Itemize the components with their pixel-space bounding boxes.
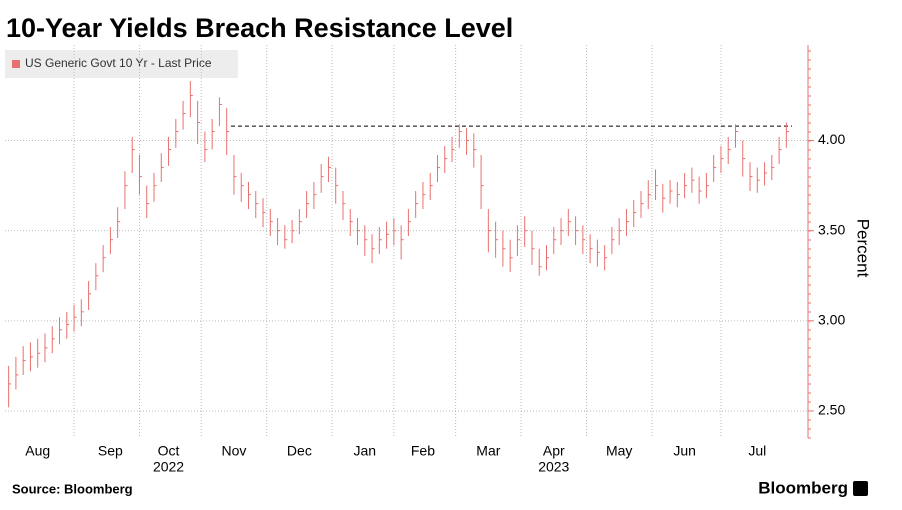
legend-label: US Generic Govt 10 Yr - Last Price	[25, 56, 212, 70]
y-tick-label: 3.00	[818, 312, 845, 328]
x-year-label: 2022	[153, 459, 184, 475]
x-tick-label: Jun	[673, 443, 696, 459]
y-tick-label: 4.00	[818, 131, 845, 147]
y-tick-label: 2.50	[818, 402, 845, 418]
x-tick-label: Feb	[411, 443, 435, 459]
legend-box	[5, 50, 238, 78]
x-tick-label: Aug	[25, 443, 50, 459]
x-year-label: 2023	[538, 459, 569, 475]
x-tick-label: Mar	[476, 443, 500, 459]
x-tick-label: May	[606, 443, 632, 459]
y-tick-label: 3.50	[818, 221, 845, 237]
x-tick-label: Nov	[222, 443, 247, 459]
x-tick-label: Jan	[354, 443, 377, 459]
brand: Bloomberg	[758, 478, 848, 497]
y-axis-title: Percent	[854, 219, 873, 278]
x-tick-label: Sep	[98, 443, 123, 459]
x-tick-label: Dec	[287, 443, 312, 459]
source: Source: Bloomberg	[12, 481, 133, 496]
brand-icon	[853, 481, 868, 496]
legend-swatch	[12, 60, 20, 68]
x-tick-label: Apr	[543, 443, 565, 459]
x-tick-label: Oct	[158, 443, 180, 459]
chart-title: 10-Year Yields Breach Resistance Level	[6, 13, 513, 43]
x-tick-label: Jul	[748, 443, 766, 459]
